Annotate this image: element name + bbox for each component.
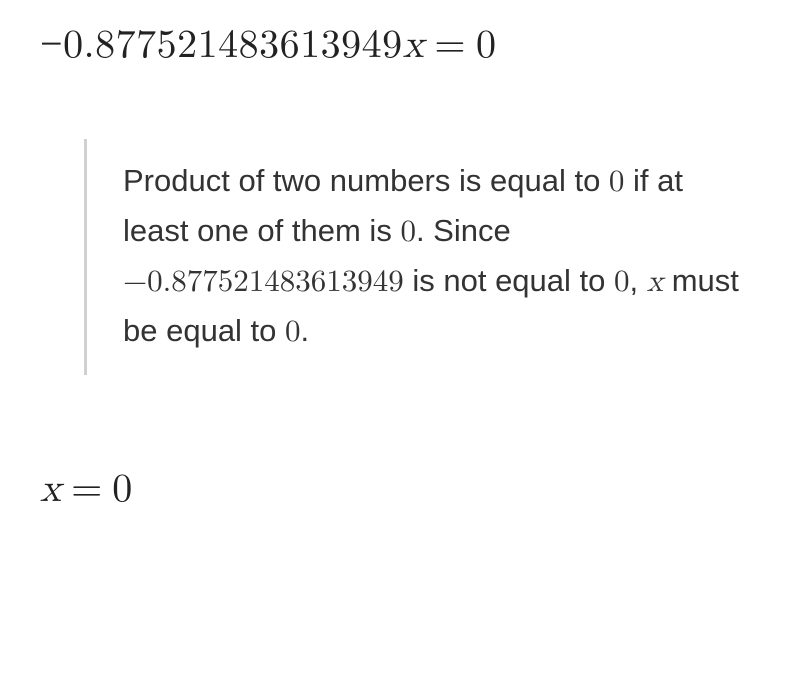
math-zero: 0 <box>400 217 416 248</box>
text-fragment: . <box>301 313 310 348</box>
coefficient: 0.877521483613949 <box>63 25 403 65</box>
equals-sign: = <box>434 25 466 65</box>
math-zero: 0 <box>609 167 625 198</box>
equation-bottom: x=0 <box>40 465 760 513</box>
text-fragment: Product of two numbers is equal to <box>123 163 609 198</box>
explanation-block: Product of two numbers is equal to 0 if … <box>84 139 750 375</box>
text-fragment: . Since <box>416 213 511 248</box>
rhs-zero: 0 <box>112 469 132 509</box>
math-zero: 0 <box>614 267 630 298</box>
variable-x: x <box>40 469 61 509</box>
minus-sign: − <box>40 21 63 66</box>
math-variable-x: x <box>647 267 663 298</box>
equation-top: −0.877521483613949x=0 <box>40 20 760 69</box>
variable-x: x <box>403 25 425 65</box>
explanation-text: Product of two numbers is equal to 0 if … <box>123 157 750 357</box>
math-coefficient: −0.877521483613949 <box>123 267 404 298</box>
equals-sign: = <box>71 469 102 509</box>
rhs-zero: 0 <box>476 25 497 65</box>
text-fragment: is not equal to <box>404 263 614 298</box>
math-zero: 0 <box>285 317 301 348</box>
text-fragment: , <box>630 263 647 298</box>
